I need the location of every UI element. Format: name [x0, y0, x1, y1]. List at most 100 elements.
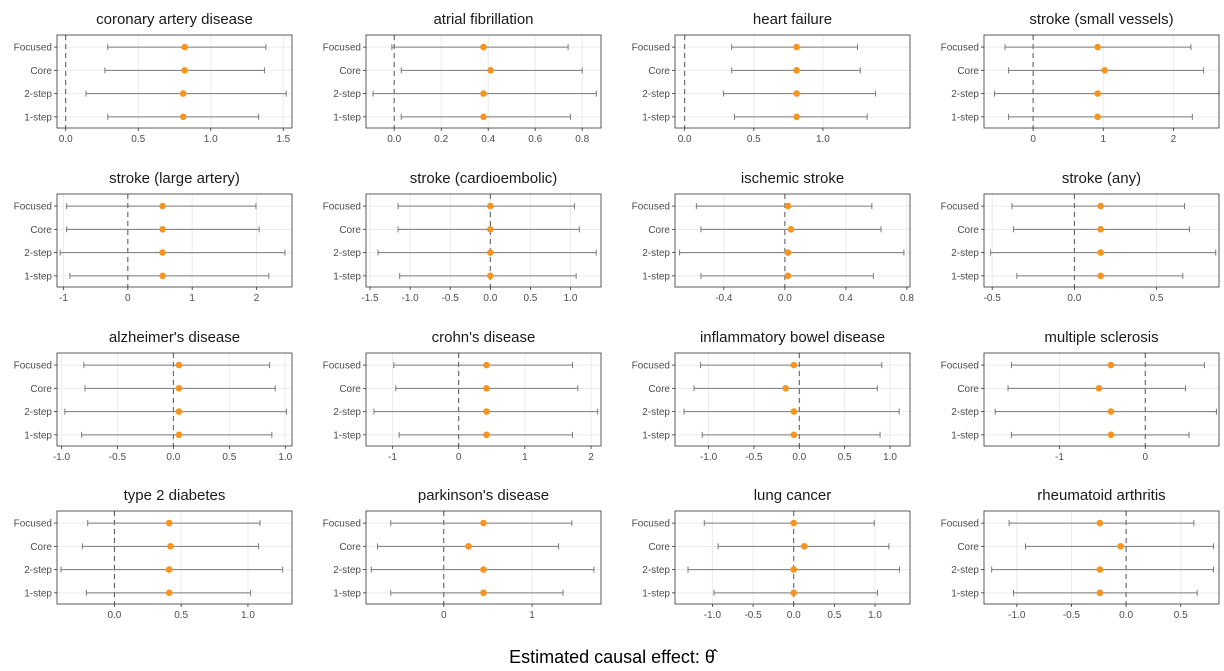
- panel-4: stroke (large artery)FocusedCore2-step1-…: [14, 170, 293, 304]
- row-label: Focused: [632, 43, 670, 54]
- panel-title: type 2 diabetes: [124, 487, 226, 504]
- x-tick-label: 1: [529, 610, 535, 621]
- row-label: 2-step: [642, 89, 670, 100]
- point-estimate: [1097, 272, 1104, 280]
- point-estimate: [175, 385, 183, 392]
- x-tick-label: 0.8: [900, 293, 914, 304]
- point-estimate: [483, 431, 490, 439]
- row-label: Focused: [941, 202, 979, 213]
- row-label: Core: [30, 384, 52, 395]
- x-tick-label: 0.0: [59, 134, 73, 145]
- panel-background: [366, 35, 601, 128]
- x-tick-label: -0.5: [984, 293, 1002, 304]
- panel-background: [984, 353, 1219, 446]
- panel-7: stroke (any) Focused Core 2-step 1-step -0.5 0…: [941, 170, 1220, 304]
- x-tick-label: -1.0: [700, 452, 718, 463]
- panel-background: [984, 194, 1219, 287]
- row-label: 1-step: [642, 430, 670, 441]
- panel-border: [365, 193, 602, 288]
- point-estimate: [1097, 226, 1104, 233]
- point-estimate: [159, 249, 166, 256]
- point-estimate: [179, 113, 187, 121]
- x-tick-label: 0.0: [483, 293, 497, 304]
- x-tick-label: 0.4: [481, 134, 495, 145]
- row-label: Focused: [941, 361, 979, 372]
- row-label: 1-step: [24, 112, 52, 123]
- point-estimate: [167, 543, 174, 550]
- point-estimate: [793, 113, 800, 121]
- panel-title: atrial fibrillation: [433, 11, 533, 28]
- point-estimate: [487, 226, 494, 233]
- x-tick-label: -0.5: [1063, 610, 1081, 621]
- panel-background: [675, 35, 910, 128]
- x-tick-label: -1.5: [361, 293, 379, 304]
- panel-border: [674, 34, 911, 129]
- panel-border: [56, 352, 293, 447]
- row-label: 2-step: [333, 248, 361, 259]
- panel-11: multiple sclerosis Focused Core 2-step 1-ste…: [941, 329, 1220, 463]
- x-tick-label: 0.2: [434, 134, 448, 145]
- row-label: 2-step: [333, 565, 361, 576]
- row-label: 1-step: [24, 430, 52, 441]
- point-estimate: [782, 385, 789, 392]
- point-estimate: [790, 566, 798, 573]
- panel-background: [57, 511, 292, 604]
- x-tick-label: 0.4: [839, 293, 853, 304]
- row-label: 2-step: [951, 248, 979, 259]
- x-tick-label: 0.5: [838, 452, 852, 463]
- panel-2: heart failure Focused Core 2-step 1-step 0.0 0…: [632, 11, 911, 145]
- point-estimate: [787, 226, 795, 233]
- row-label: 1-step: [642, 112, 670, 123]
- row-label: Core: [957, 542, 979, 553]
- row-label: 1-step: [333, 588, 361, 599]
- panel-background: [984, 35, 1219, 128]
- x-tick-label: 1.0: [278, 452, 292, 463]
- row-label: 2-step: [951, 89, 979, 100]
- x-tick-label: 1.0: [816, 134, 830, 145]
- x-tick-label: 1: [1100, 134, 1106, 145]
- panel-title: heart failure: [753, 11, 832, 28]
- x-tick-label: 0.5: [747, 134, 761, 145]
- point-estimate: [1094, 43, 1101, 51]
- panel-border: [365, 34, 602, 129]
- panel-9: crohn's disease Focused Core 2-step 1-step -1…: [323, 329, 602, 463]
- point-estimate: [480, 113, 487, 121]
- panel-title: stroke (cardioembolic): [410, 170, 558, 187]
- panel-border: [983, 193, 1220, 288]
- panel-8: alzheimer's disease Focused Core 2-step 1-st…: [14, 329, 293, 463]
- panel-border: [56, 193, 293, 288]
- point-estimate: [480, 589, 487, 597]
- point-estimate: [483, 361, 490, 369]
- point-estimate: [784, 272, 792, 280]
- point-estimate: [1097, 202, 1104, 210]
- point-estimate: [793, 67, 800, 74]
- x-tick-label: 0: [441, 610, 447, 621]
- x-tick-label: 0.0: [166, 452, 180, 463]
- row-label: 2-step: [642, 407, 670, 418]
- row-label: Focused: [323, 361, 361, 372]
- x-tick-label: 0.0: [778, 293, 792, 304]
- row-label: Core: [339, 225, 361, 236]
- panel-title: crohn's disease: [432, 329, 536, 346]
- x-tick-label: 0.8: [575, 134, 589, 145]
- x-tick-label: 0.6: [528, 134, 542, 145]
- row-label: Core: [648, 66, 670, 77]
- row-label: 2-step: [24, 89, 52, 100]
- point-estimate: [1097, 249, 1104, 256]
- row-label: 2-step: [951, 565, 979, 576]
- row-label: 2-step: [642, 248, 670, 259]
- row-label: Core: [339, 384, 361, 395]
- panel-15: rheumatoid arthritis Focused Core 2-step 1-s…: [941, 487, 1220, 621]
- panel-border: [365, 510, 602, 605]
- point-estimate: [1096, 519, 1104, 527]
- x-tick-label: 2: [588, 452, 594, 463]
- panel-12: type 2 diabetes Focused Core 2-step 1-step 0.…: [14, 487, 293, 621]
- panel-10: inflammatory bowel disease Focused Core 2-s…: [632, 329, 911, 463]
- point-estimate: [1107, 361, 1115, 369]
- point-estimate: [487, 272, 494, 280]
- x-tick-label: 1.0: [883, 452, 897, 463]
- point-estimate: [790, 589, 798, 597]
- x-tick-label: -1.0: [53, 452, 71, 463]
- x-tick-label: 1: [189, 293, 195, 304]
- x-tick-label: 0.5: [222, 452, 236, 463]
